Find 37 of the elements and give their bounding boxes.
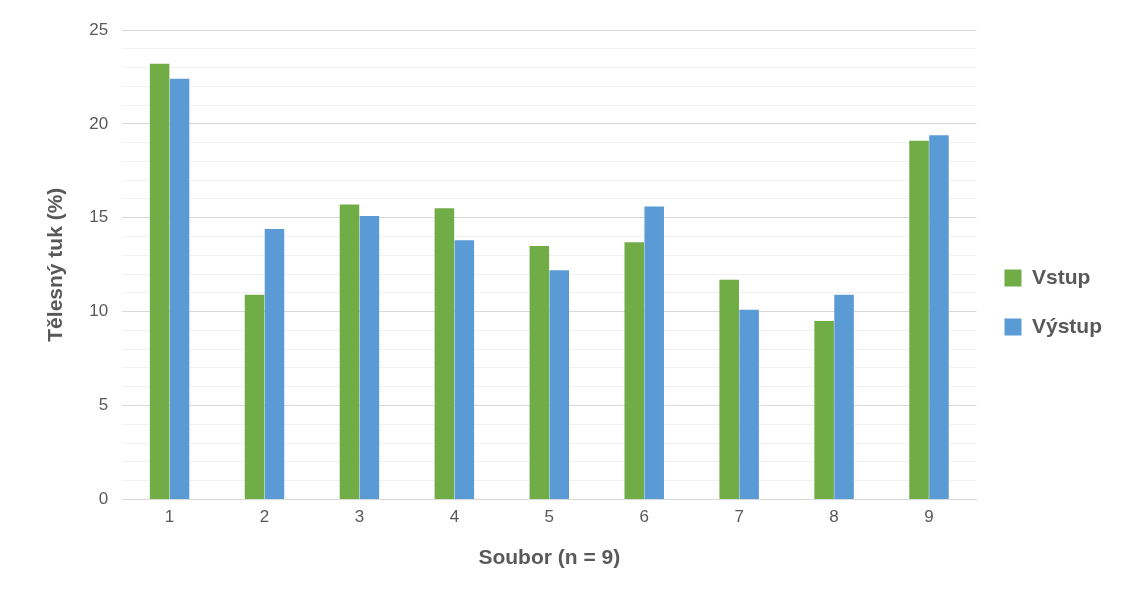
bar [739, 309, 759, 499]
x-tick-label: 2 [259, 507, 270, 527]
x-tick-label: 1 [164, 507, 175, 527]
y-axis-title: Tělesný tuk (%) [43, 187, 67, 342]
x-axis-title: Soubor (n = 9) [478, 545, 621, 569]
y-tick-label: 15 [89, 207, 109, 227]
bar [644, 206, 664, 499]
bar [909, 140, 929, 499]
bar [929, 135, 949, 499]
bar [454, 240, 475, 499]
x-tick-label: 9 [924, 507, 934, 527]
y-tick-label: 10 [89, 301, 109, 321]
bar [719, 279, 739, 499]
bar [359, 215, 380, 499]
x-tick-label: 8 [829, 507, 839, 527]
bar [434, 208, 455, 499]
x-tick-label: 3 [354, 507, 365, 527]
x-tick-label: 5 [544, 507, 555, 527]
x-tick-label: 4 [449, 507, 460, 527]
bar [339, 204, 360, 499]
x-tick-label: 6 [639, 507, 649, 527]
y-tick-label: 0 [98, 489, 109, 509]
bar [529, 245, 550, 499]
bar [624, 242, 645, 499]
legend-label: Výstup [1031, 313, 1102, 337]
bar [814, 321, 834, 499]
y-tick-label: 25 [89, 19, 109, 39]
bar [834, 294, 854, 499]
bar [244, 294, 265, 499]
legend-label: Vstup [1031, 264, 1091, 288]
bar [264, 229, 285, 499]
bar [169, 78, 190, 499]
x-tick-label: 7 [734, 507, 744, 527]
bar [549, 270, 570, 499]
y-tick-label: 5 [98, 395, 109, 415]
y-tick-label: 20 [89, 113, 109, 133]
bar [149, 63, 170, 499]
